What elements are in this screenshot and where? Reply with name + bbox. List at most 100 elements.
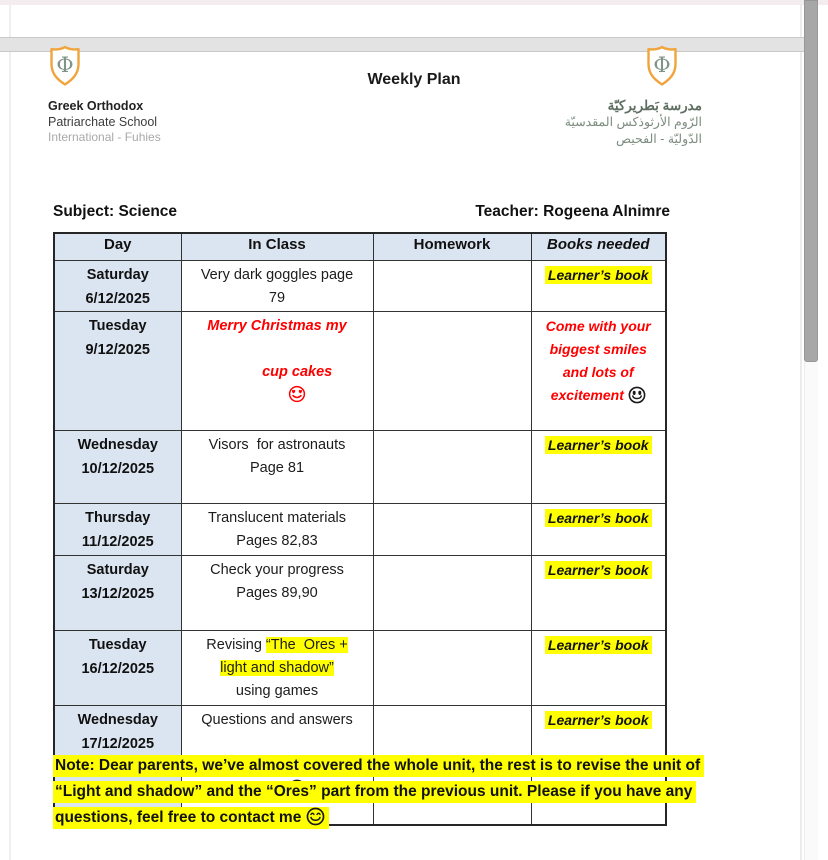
day-date: 10/12/2025 [81,460,155,477]
page-right-edge [800,0,802,860]
table-header-row: Day In Class Homework Books needed [53,232,667,261]
day-date: 9/12/2025 [85,341,150,358]
note-line3: questions, feel free to contact me [53,807,329,829]
books-text: Learner’s book [544,508,652,527]
weekly-plan-table: Day In Class Homework Books needed Satur… [53,232,667,826]
books-text: Learner’s book [544,435,652,454]
day-name: Tuesday [88,317,147,334]
crest-monogram: Φ [56,53,73,77]
homework-cell [372,502,532,556]
school-name-arabic-line2: الرّوم الأرثوذكس المقدسيّة [564,115,702,129]
school-name-arabic-line1: مدرسة بَطريركيّة [607,98,702,113]
day-name: Wednesday [77,436,158,453]
in-class-cell: Very dark goggles page 79 [180,259,374,312]
page-break-band [0,37,812,52]
note-line2: “Light and shadow” and the “Ores” part f… [53,781,697,803]
in-class-text: Translucent materials [207,509,347,526]
table-row: Saturday 13/12/2025 Check your progress … [53,554,667,631]
in-class-text: Very dark goggles page [200,266,354,283]
in-class-text: Questions and answers [201,711,353,728]
table-row: Tuesday 16/12/2025 Revising “The Ores + … [53,629,667,706]
day-cell: Tuesday 9/12/2025 [53,310,182,431]
in-class-text: Check your progress [210,561,344,578]
day-cell: Saturday 6/12/2025 [53,259,182,312]
subject-teacher-row: Subject: Science Teacher: Rogeena Alnimr… [53,203,670,221]
day-name: Thursday [85,509,151,526]
parents-note: Note: Dear parents, we’ve almost covered… [53,753,813,831]
books-text: Learner’s book [544,560,652,579]
day-date: 16/12/2025 [81,660,155,677]
books-cell: Learner’s book [530,502,667,556]
day-cell: Tuesday 16/12/2025 [53,629,182,706]
table-row: Wednesday 10/12/2025 Visors for astronau… [53,429,667,504]
books-text: excitement [532,384,665,407]
homework-cell [372,310,532,431]
in-class-text: 79 [268,289,286,306]
col-header-homework: Homework [372,232,532,261]
day-date: 11/12/2025 [81,533,154,550]
in-class-text: cup cakes [182,338,372,430]
in-class-cell: Translucent materials Pages 82,83 [180,502,374,556]
school-crest-icon: Φ [647,45,677,86]
in-class-text: using games [235,682,319,699]
teacher-label: Teacher: Rogeena Alnimre [475,203,670,220]
grinning-smiley-icon [628,386,646,403]
day-name: Saturday [86,561,149,578]
school-crest-icon: Φ [50,45,80,86]
day-cell: Thursday 11/12/2025 [53,502,182,556]
table-row: Tuesday 9/12/2025 Merry Christmas my cup… [53,310,667,431]
day-name: Saturday [86,266,149,283]
in-class-text: Visors for astronauts [208,436,346,453]
books-text: Come with your [545,317,651,334]
day-date: 6/12/2025 [85,290,150,307]
day-name: Tuesday [88,636,147,653]
books-cell: Come with your biggest smiles and lots o… [530,310,667,431]
school-name-arabic: مدرسة بَطريركيّة الرّوم الأرثوذكس المقدس… [500,98,702,147]
day-name: Wednesday [77,711,158,728]
books-text: Learner’s book [544,635,652,654]
books-text: and lots of [562,363,634,380]
col-header-in-class: In Class [180,232,374,261]
heart-eyes-smiley-icon [288,385,306,402]
homework-cell [372,429,532,504]
books-text: Learner’s book [544,710,652,729]
books-cell: Learner’s book [530,259,667,312]
books-text: Learner’s book [544,265,652,284]
homework-cell [372,554,532,631]
crest-monogram: Φ [653,53,670,77]
in-class-text: Merry Christmas my [207,317,347,334]
in-class-cell: Check your progress Pages 89,90 [180,554,374,631]
school-name-english: Greek Orthodox Patriarchate School Inter… [48,99,161,144]
day-date: 17/12/2025 [81,735,155,752]
in-class-text: Pages 82,83 [236,532,318,549]
books-cell: Learner’s book [530,429,667,504]
page-left-edge [9,0,11,860]
table-row: Thursday 11/12/2025 Translucent material… [53,502,667,556]
school-name-line2: Patriarchate School [48,115,158,129]
books-cell: Learner’s book [530,554,667,631]
day-cell: Saturday 13/12/2025 [53,554,182,631]
day-cell: Wednesday 10/12/2025 [53,429,182,504]
school-name-line3: International - Fuhies [48,130,161,144]
school-name-arabic-line3: الدّوليّة - الفحيص [615,132,702,146]
subject-label: Subject: Science [53,203,178,220]
col-header-books-needed: Books needed [530,232,667,261]
viewer-top-edge [0,0,828,5]
note-line1: Note: Dear parents, we’ve almost covered… [53,755,705,777]
homework-cell [372,259,532,312]
in-class-text: light and shadow” [220,659,334,676]
in-class-text: Pages 89,90 [236,584,318,601]
col-header-day: Day [53,232,182,261]
books-cell: Learner’s book [530,629,667,706]
scrollbar-thumb[interactable] [804,0,818,362]
school-name-line1: Greek Orthodox [48,99,144,113]
page-title: Weekly Plan [367,71,461,88]
in-class-cell: Visors for astronauts Page 81 [180,429,374,504]
homework-cell [372,629,532,706]
day-date: 13/12/2025 [81,585,155,602]
books-text: biggest smiles [549,340,647,357]
in-class-cell: Merry Christmas my cup cakes [180,310,374,431]
table-row: Saturday 6/12/2025 Very dark goggles pag… [53,259,667,312]
in-class-text: Revising “The Ores + [206,636,348,653]
